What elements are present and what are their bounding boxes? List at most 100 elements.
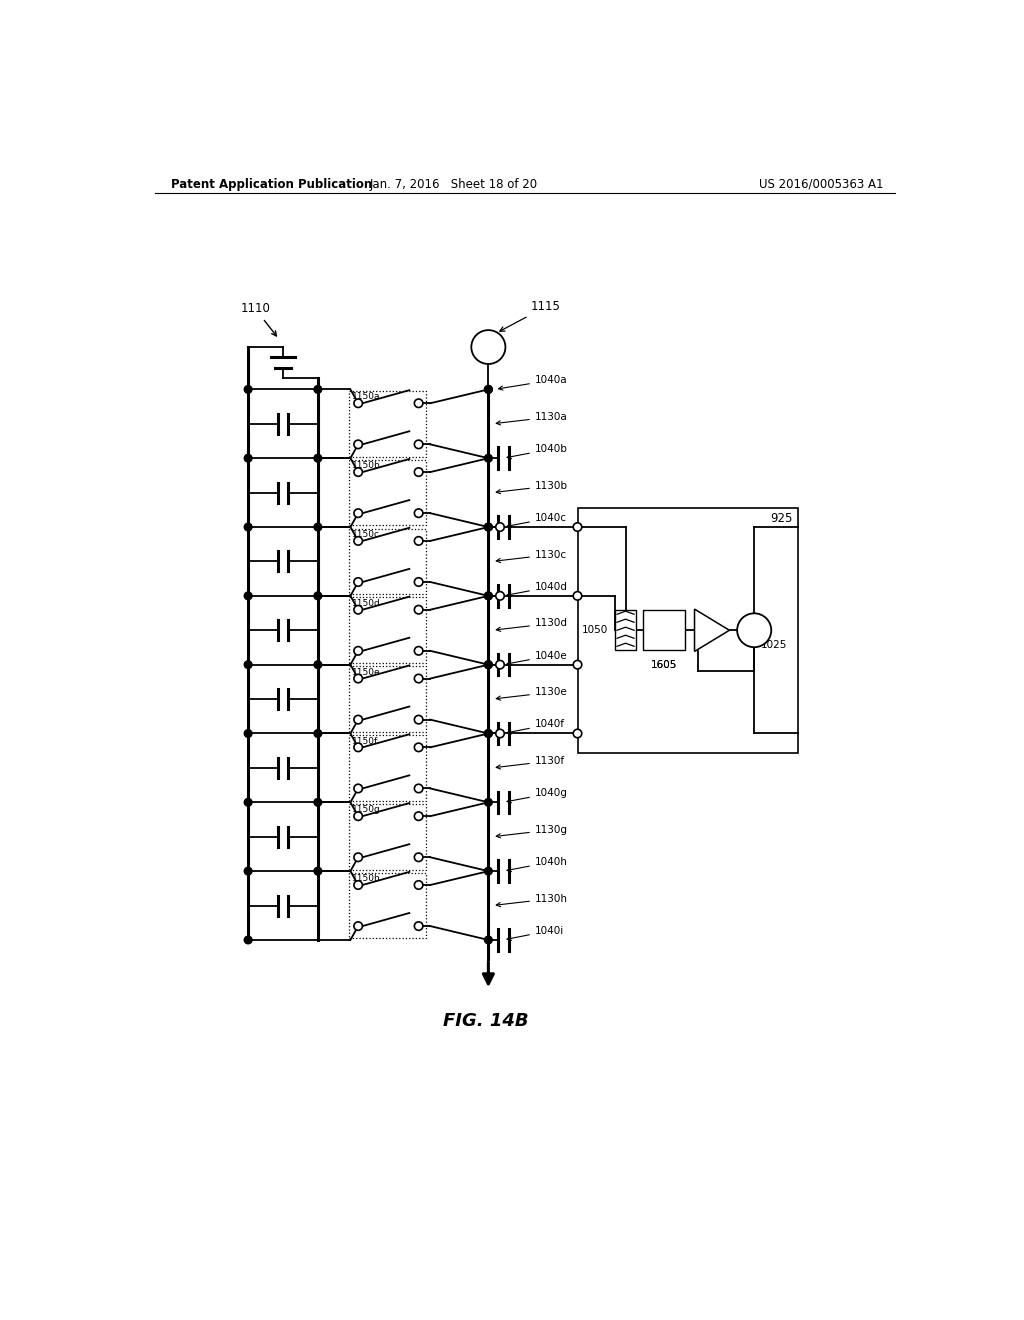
Text: 1130d: 1130d [497,618,568,631]
Circle shape [415,921,423,931]
Circle shape [245,523,252,531]
Circle shape [354,784,362,793]
Circle shape [415,784,423,793]
Bar [349,873,426,939]
Circle shape [354,537,362,545]
Text: 925: 925 [770,512,793,524]
Circle shape [737,614,771,647]
Text: 1130e: 1130e [497,688,567,700]
Text: 1130a: 1130a [497,412,567,425]
Bar [349,735,426,801]
Text: 1040b: 1040b [507,444,567,459]
Circle shape [245,591,252,599]
Circle shape [354,675,362,682]
Circle shape [496,729,504,738]
Circle shape [354,467,362,477]
Circle shape [415,880,423,890]
Text: 1040e: 1040e [507,651,567,665]
Bar [349,391,426,457]
Circle shape [415,440,423,449]
Circle shape [314,799,322,807]
Circle shape [415,715,423,723]
Circle shape [245,730,252,738]
Circle shape [314,523,322,531]
Circle shape [484,454,493,462]
Circle shape [245,385,252,393]
Bar [349,667,426,733]
Circle shape [484,523,493,531]
Circle shape [314,591,322,599]
Text: 1130c: 1130c [497,549,567,562]
Circle shape [484,591,493,599]
Circle shape [354,715,362,723]
Text: US 2016/0005363 A1: US 2016/0005363 A1 [759,178,884,190]
Circle shape [354,399,362,408]
Circle shape [415,467,423,477]
Circle shape [484,936,493,944]
Circle shape [415,537,423,545]
Circle shape [573,591,582,601]
Bar [349,804,426,870]
Text: 1110: 1110 [241,302,276,335]
Circle shape [415,675,423,682]
Text: 1150e: 1150e [352,668,381,677]
Circle shape [484,661,493,668]
Circle shape [484,591,493,599]
Circle shape [354,578,362,586]
Text: 1115: 1115 [500,300,561,331]
Bar [349,598,426,663]
Text: 1040d: 1040d [507,582,567,597]
Text: 1130g: 1130g [497,825,568,838]
Bar [643,610,685,651]
Circle shape [496,591,504,601]
Circle shape [354,440,362,449]
Bar [578,508,799,752]
Circle shape [354,743,362,751]
Text: 1130f: 1130f [497,756,565,770]
Text: 1605: 1605 [650,660,677,669]
Circle shape [245,799,252,807]
Text: 1150a: 1150a [352,392,381,401]
Circle shape [484,867,493,875]
Text: Jan. 7, 2016   Sheet 18 of 20: Jan. 7, 2016 Sheet 18 of 20 [370,178,538,190]
Circle shape [415,812,423,821]
Bar [349,528,426,594]
Polygon shape [694,609,729,652]
Circle shape [471,330,506,364]
Circle shape [496,660,504,669]
Text: 1040g: 1040g [507,788,567,803]
Text: 1040a: 1040a [499,375,567,391]
Text: 1150c: 1150c [352,531,380,539]
Circle shape [314,454,322,462]
Circle shape [415,743,423,751]
Circle shape [354,510,362,517]
Circle shape [484,523,493,531]
Text: 1040i: 1040i [507,925,564,940]
Circle shape [354,606,362,614]
Text: 1150f: 1150f [352,737,378,746]
Circle shape [573,523,582,531]
Circle shape [573,729,582,738]
Circle shape [245,661,252,668]
Circle shape [354,647,362,655]
Circle shape [314,867,322,875]
Circle shape [245,454,252,462]
Circle shape [484,799,493,807]
Text: 1150b: 1150b [352,461,381,470]
Circle shape [484,385,493,393]
Text: 1150g: 1150g [352,805,381,814]
Circle shape [314,385,322,393]
Circle shape [484,730,493,738]
Circle shape [415,510,423,517]
Circle shape [415,853,423,862]
Circle shape [415,578,423,586]
Circle shape [415,647,423,655]
Text: FIG. 14B: FIG. 14B [443,1012,528,1030]
Circle shape [484,730,493,738]
Text: 1150h: 1150h [352,874,381,883]
Text: 1130b: 1130b [497,480,568,494]
Text: 1040h: 1040h [507,857,567,871]
Text: 1605: 1605 [650,660,677,669]
Circle shape [354,812,362,821]
Text: 1150d: 1150d [352,599,381,609]
